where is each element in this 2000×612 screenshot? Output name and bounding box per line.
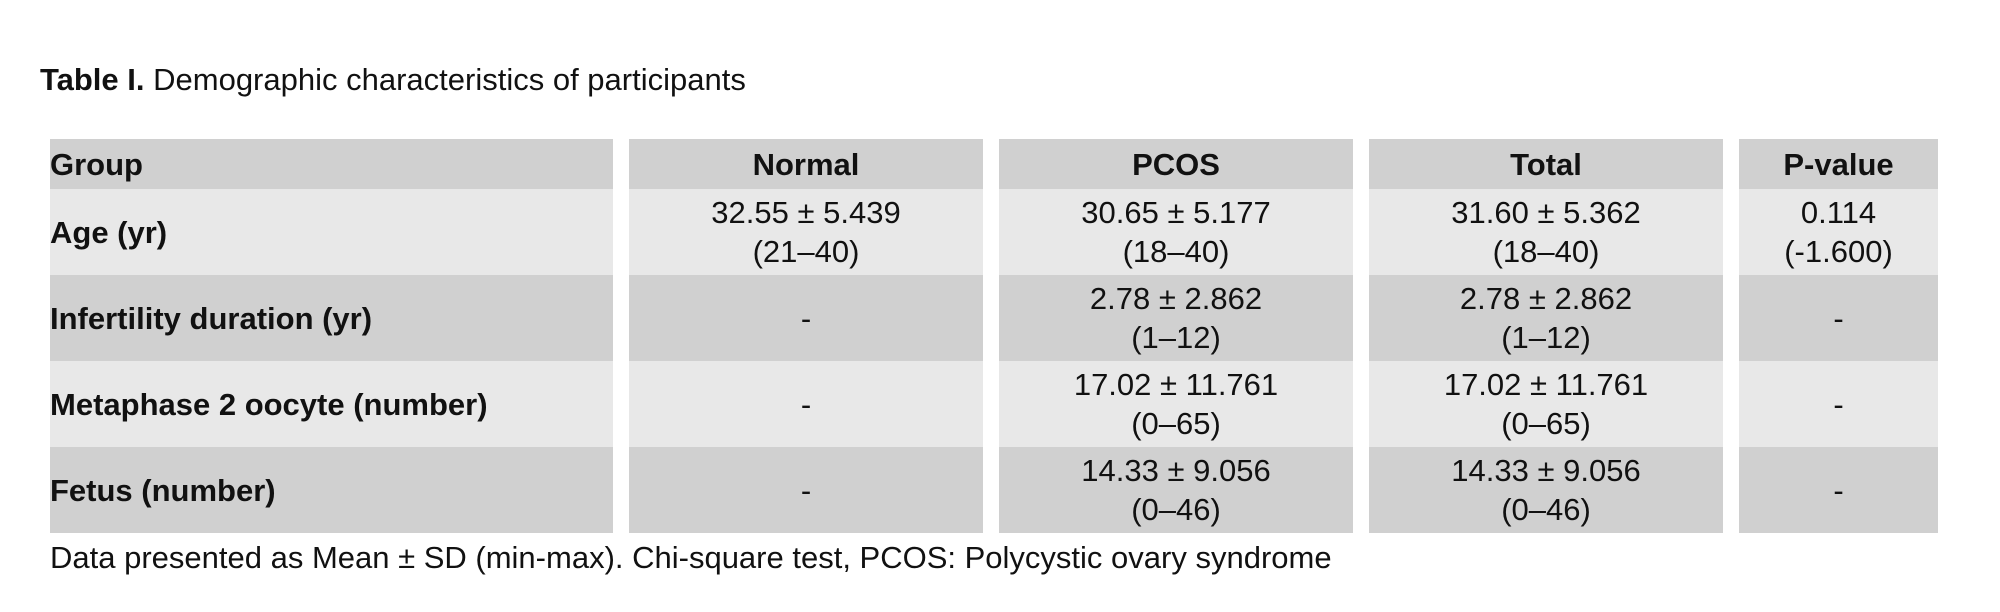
row-label: Age (yr) <box>50 189 613 275</box>
row-label: Fetus (number) <box>50 447 613 533</box>
row-label: Infertility duration (yr) <box>50 275 613 361</box>
cell-line: - <box>800 386 812 422</box>
cell-p-value: - <box>1739 275 1938 361</box>
cell-total: 31.60 ± 5.362 (18–40) <box>1369 189 1723 275</box>
cell-line: (-1.600) <box>1784 234 1893 269</box>
cell-p-value: - <box>1739 447 1938 533</box>
header-normal: Normal <box>629 139 983 189</box>
cell-p-value: 0.114 (-1.600) <box>1739 189 1938 275</box>
cell-p-value: - <box>1739 361 1938 447</box>
cell-line: (0–46) <box>1501 492 1591 527</box>
cell-line: 2.78 ± 2.862 <box>1089 281 1263 316</box>
cell-line: - <box>800 472 812 508</box>
cell-line: 31.60 ± 5.362 <box>1451 195 1641 230</box>
cell-line: (1–12) <box>1501 320 1591 355</box>
cell-normal: - <box>629 361 983 447</box>
header-group: Group <box>50 139 613 189</box>
cell-line: (18–40) <box>1492 234 1600 269</box>
cell-line: (18–40) <box>1122 234 1230 269</box>
header-pcos: PCOS <box>999 139 1353 189</box>
cell-total: 2.78 ± 2.862 (1–12) <box>1369 275 1723 361</box>
table-row: Age (yr) 32.55 ± 5.439 (21–40) 30.65 ± 5.17… <box>50 189 1938 275</box>
table-caption: Table I. Demographic characteristics of … <box>40 60 746 100</box>
cell-line: 17.02 ± 11.761 <box>1073 367 1279 402</box>
cell-line: (0–65) <box>1501 406 1591 441</box>
header-p-value: P-value <box>1739 139 1938 189</box>
demographics-table: Group Normal PCOS Total P-value Age (yr)… <box>50 139 1938 533</box>
cell-normal: - <box>629 447 983 533</box>
table-caption-text: Demographic characteristics of participa… <box>144 62 746 97</box>
table-row: Metaphase 2 oocyte (number) - 17.02 ± 11.7… <box>50 361 1938 447</box>
cell-line: (0–65) <box>1131 406 1221 441</box>
table-header-row: Group Normal PCOS Total P-value <box>50 139 1938 189</box>
cell-line: (0–46) <box>1131 492 1221 527</box>
cell-pcos: 2.78 ± 2.862 (1–12) <box>999 275 1353 361</box>
cell-line: 30.65 ± 5.177 <box>1081 195 1271 230</box>
row-label: Metaphase 2 oocyte (number) <box>50 361 613 447</box>
cell-line: (1–12) <box>1131 320 1221 355</box>
cell-line: (21–40) <box>752 234 860 269</box>
header-total: Total <box>1369 139 1723 189</box>
cell-pcos: 17.02 ± 11.761 (0–65) <box>999 361 1353 447</box>
cell-line: 14.33 ± 9.056 <box>1081 453 1271 488</box>
cell-line: - <box>800 300 812 336</box>
table-footnote: Data presented as Mean ± SD (min-max). C… <box>50 540 1332 575</box>
cell-line: - <box>1833 386 1844 422</box>
cell-pcos: 30.65 ± 5.177 (18–40) <box>999 189 1353 275</box>
cell-line: - <box>1833 300 1844 336</box>
cell-normal: 32.55 ± 5.439 (21–40) <box>629 189 983 275</box>
table-row: Infertility duration (yr) - 2.78 ± 2.862 (1… <box>50 275 1938 361</box>
cell-line: 14.33 ± 9.056 <box>1451 453 1641 488</box>
cell-line: 2.78 ± 2.862 <box>1459 281 1633 316</box>
cell-line: 0.114 <box>1800 195 1877 230</box>
cell-total: 17.02 ± 11.761 (0–65) <box>1369 361 1723 447</box>
cell-pcos: 14.33 ± 9.056 (0–46) <box>999 447 1353 533</box>
cell-total: 14.33 ± 9.056 (0–46) <box>1369 447 1723 533</box>
cell-line: 17.02 ± 11.761 <box>1443 367 1649 402</box>
cell-line: 32.55 ± 5.439 <box>711 195 901 230</box>
table-row: Fetus (number) -14.33 ± 9.056 (0–46) 14.33 … <box>50 447 1938 533</box>
table-caption-label: Table I. <box>40 62 145 97</box>
cell-normal: - <box>629 275 983 361</box>
cell-line: - <box>1833 472 1844 508</box>
